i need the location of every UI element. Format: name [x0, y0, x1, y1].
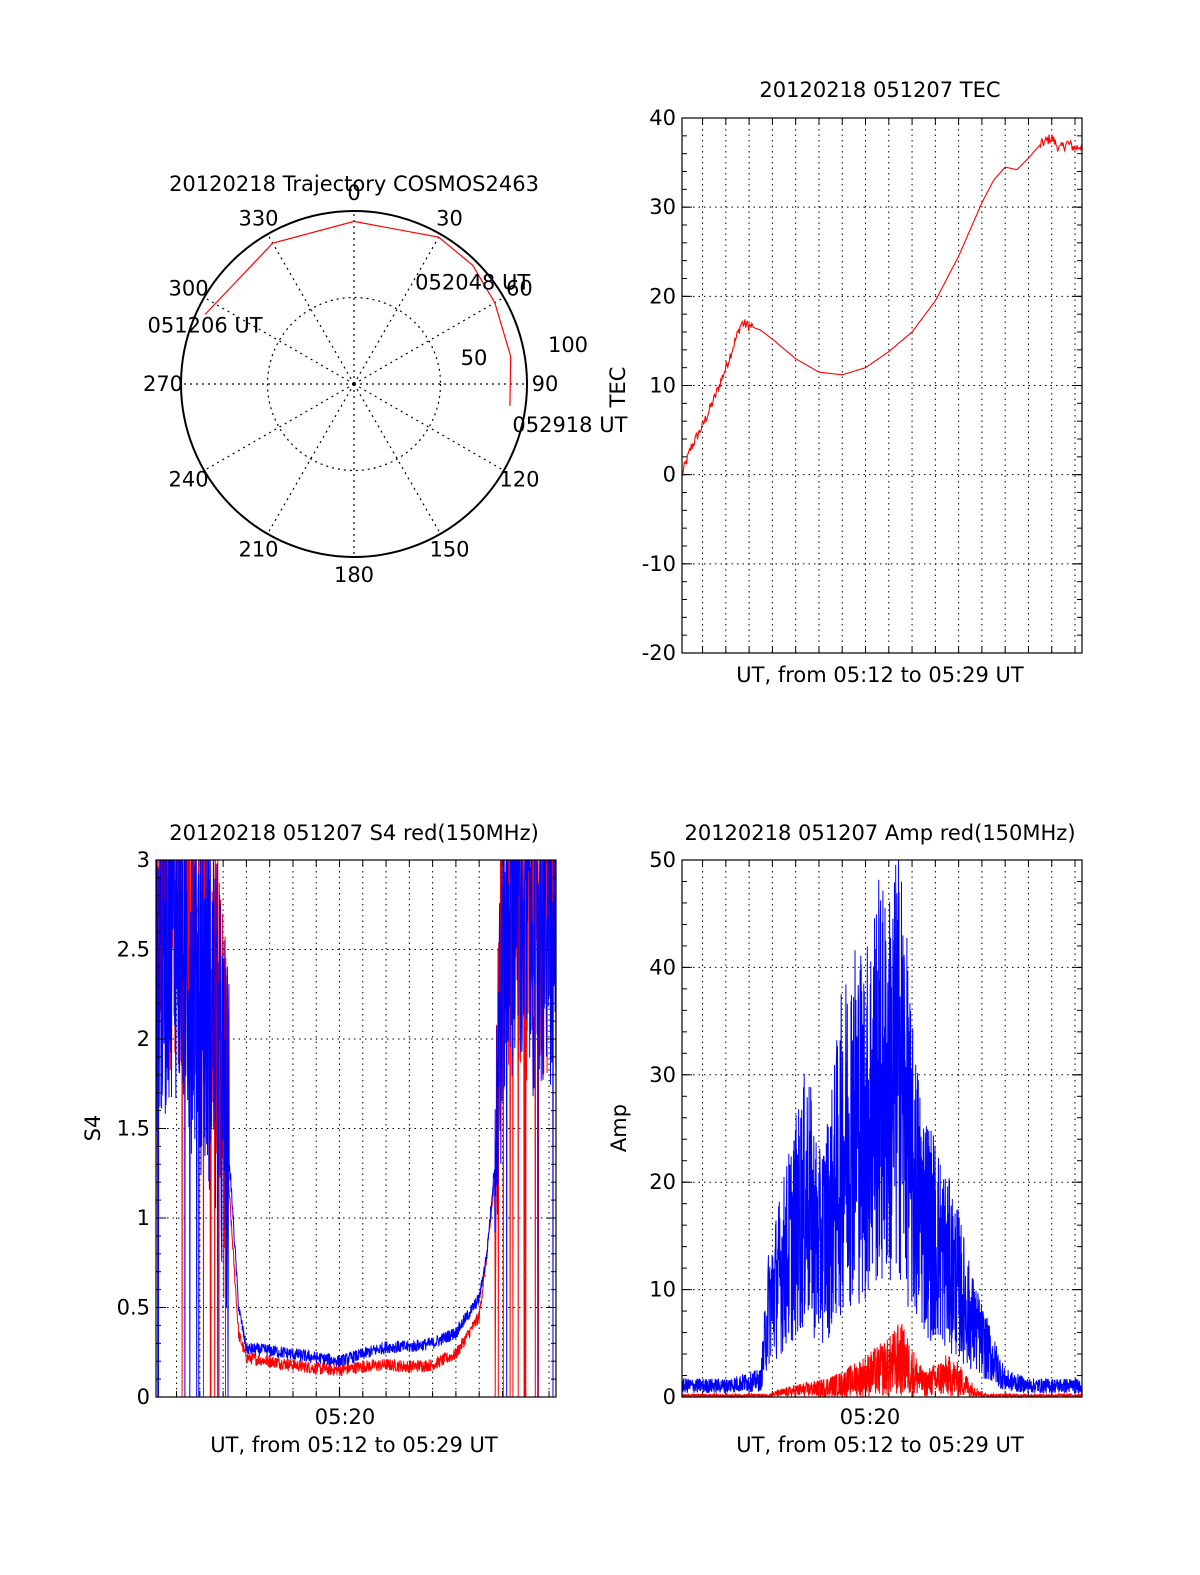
y-tick-label: 30 — [649, 195, 676, 219]
tec-line — [681, 134, 1083, 477]
azimuth-label: 0 — [347, 181, 360, 205]
amp-frame — [681, 859, 1083, 1398]
y-tick-label: 20 — [649, 284, 676, 308]
azimuth-label: 300 — [169, 277, 209, 301]
azimuth-label: 120 — [499, 468, 539, 492]
y-tick-label: -10 — [642, 552, 676, 576]
azimuth-spoke — [203, 296, 355, 385]
amp-ylabel: Amp — [607, 1104, 631, 1152]
trajectory-track — [204, 220, 512, 406]
tec-title: 20120218 051207 TEC — [759, 78, 1000, 102]
azimuth-label: 180 — [334, 563, 374, 587]
s4-title: 20120218 051207 S4 red(150MHz) — [169, 821, 539, 845]
y-tick-label: 10 — [649, 1278, 676, 1302]
amp-y-ticks: 50 40 30 20 10 0 — [649, 848, 1082, 1409]
y-tick-label: 1.5 — [117, 1117, 150, 1141]
azimuth-label: 210 — [238, 537, 278, 561]
amp-plot: 20120218 051207 Amp red(150MHz) 50 40 30 20… — [607, 821, 1083, 1457]
trajectory-annotation: 052918 UT — [512, 413, 627, 437]
tec-frame — [681, 117, 1083, 654]
y-tick-label: 2.5 — [117, 938, 150, 962]
y-tick-label: 50 — [649, 848, 676, 872]
y-tick-label: 3 — [137, 848, 150, 872]
tec-grid — [682, 117, 1082, 654]
elevation-ring — [266, 296, 442, 472]
azimuth-label: 60 — [506, 277, 533, 301]
amp-series — [681, 859, 1083, 1399]
azimuth-spoke — [266, 233, 355, 385]
trajectory-annotations: 051206 UT 052048 UT 052918 UT — [148, 270, 628, 437]
s4-line — [155, 859, 556, 1398]
azimuth-label: 30 — [436, 207, 463, 231]
amp-xtick: 05:20 — [840, 1405, 901, 1429]
amp-xlabel: UT, from 05:12 to 05:29 UT — [736, 1433, 1024, 1457]
azimuth-spoke — [353, 296, 505, 385]
y-tick-label: 40 — [649, 106, 676, 130]
s4-frame — [155, 859, 557, 1398]
azimuth-spoke — [266, 383, 355, 535]
y-tick-label: 40 — [649, 955, 676, 979]
tec-ylabel: TEC — [606, 367, 630, 409]
azimuth-label: 90 — [532, 372, 559, 396]
y-tick-label: 0 — [663, 1385, 676, 1409]
azimuth-label: 150 — [429, 537, 469, 561]
y-tick-label: 10 — [649, 374, 676, 398]
azimuth-spoke — [203, 383, 355, 472]
s4-plot: 20120218 051207 S4 red(150MHz) 3 2.5 2 1.5 1… — [81, 821, 557, 1457]
radial-tick-label: 50 — [461, 346, 488, 370]
azimuth-label: 270 — [143, 372, 183, 396]
s4-series — [155, 859, 557, 1398]
trajectory-azimuth-labels: 0 30 60 90 120 150 180 210 240 270 300 330 50 100 — [143, 181, 588, 587]
s4-xlabel: UT, from 05:12 to 05:29 UT — [210, 1433, 498, 1457]
y-tick-label: 0 — [137, 1385, 150, 1409]
tec-xlabel: UT, from 05:12 to 05:29 UT — [736, 663, 1024, 687]
y-tick-label: 0.5 — [117, 1296, 150, 1320]
trajectory-plot: 20120218 Trajectory COSMOS2463 0 30 60 90 12… — [143, 172, 628, 587]
s4-ylabel: S4 — [81, 1115, 105, 1142]
trajectory-annotation: 051206 UT — [148, 314, 263, 338]
tec-series — [681, 134, 1083, 477]
amp-line — [681, 859, 1083, 1394]
amp-line — [681, 1324, 1083, 1399]
trajectory-line — [204, 220, 512, 406]
horizon-circle — [180, 210, 528, 558]
radial-tick-label: 100 — [548, 333, 588, 357]
azimuth-spoke — [353, 233, 442, 385]
azimuth-spoke — [353, 383, 505, 472]
y-tick-label: 2 — [137, 1027, 150, 1051]
trajectory-grid — [180, 210, 528, 558]
y-tick-label: -20 — [642, 641, 676, 665]
s4-xtick: 05:20 — [315, 1405, 376, 1429]
azimuth-label: 330 — [238, 207, 278, 231]
y-tick-label: 30 — [649, 1063, 676, 1087]
amp-title: 20120218 051207 Amp red(150MHz) — [684, 821, 1075, 845]
trajectory-title: 20120218 Trajectory COSMOS2463 — [169, 172, 539, 196]
y-tick-label: 1 — [137, 1206, 150, 1230]
azimuth-label: 240 — [169, 468, 209, 492]
y-tick-label: 0 — [663, 463, 676, 487]
azimuth-spoke — [353, 383, 442, 535]
trajectory-annotation: 052048 UT — [415, 270, 530, 294]
y-tick-label: 20 — [649, 1170, 676, 1194]
tec-y-ticks: 40 30 20 10 0 -10 -20 — [642, 106, 1082, 665]
